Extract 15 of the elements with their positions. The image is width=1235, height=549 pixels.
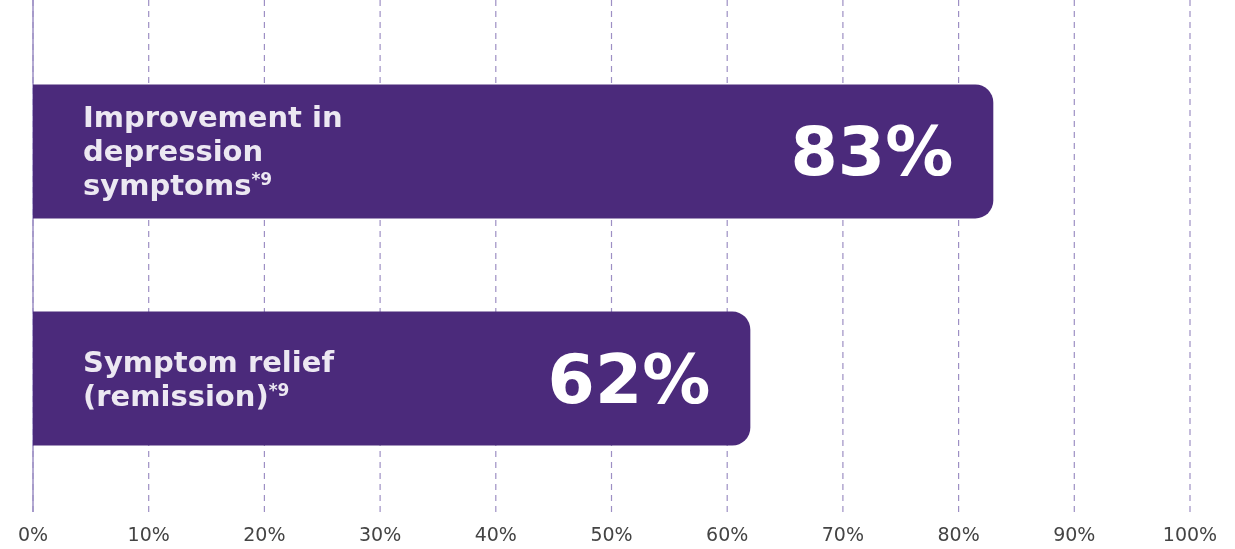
x-tick-label: 0% xyxy=(17,523,49,545)
y-tick-label: Symptom relief (remission)$^{*9}$ xyxy=(83,344,335,413)
x-tick-label: 50% xyxy=(590,523,633,545)
x-tick-label: 30% xyxy=(358,523,402,545)
data-label: 62% xyxy=(547,339,711,419)
data-label: 83% xyxy=(790,112,954,192)
x-tick-label: 20% xyxy=(243,523,286,545)
x-tick-label: 100% xyxy=(1162,523,1218,545)
x-tick-label: 60% xyxy=(706,523,749,545)
x-tick-label: 80% xyxy=(937,523,980,545)
x-tick-label: 70% xyxy=(821,523,865,545)
x-tick-label: 40% xyxy=(474,523,517,545)
x-tick-label: 10% xyxy=(127,523,170,545)
x-tick-label: 90% xyxy=(1053,523,1096,545)
category-label: Improvement in depression symptoms$^{*9}$ xyxy=(83,100,343,203)
